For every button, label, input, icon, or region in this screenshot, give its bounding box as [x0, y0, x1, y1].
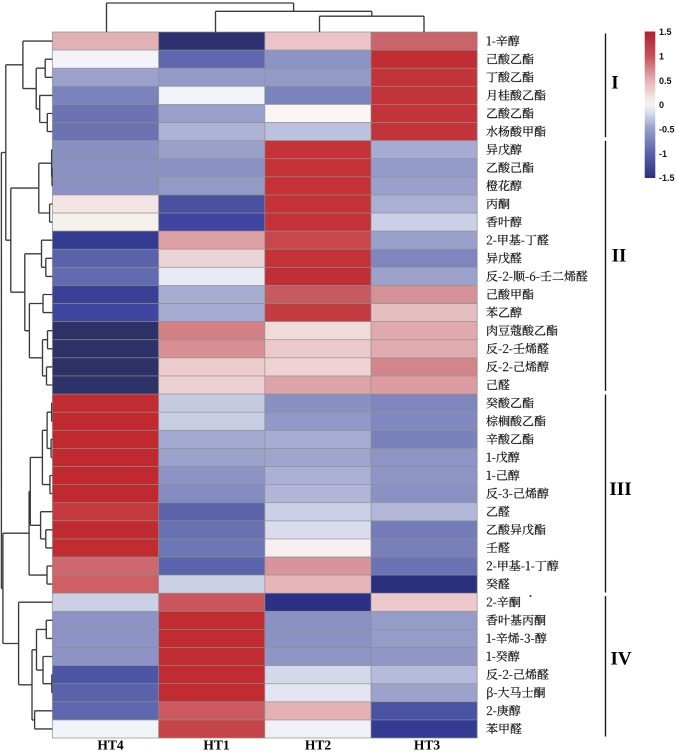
svg-text:III: III [609, 479, 631, 500]
svg-text:HT2: HT2 [305, 738, 332, 753]
svg-text:-1.5: -1.5 [659, 173, 675, 183]
svg-text:0.5: 0.5 [659, 76, 672, 86]
svg-text:HT4: HT4 [97, 738, 124, 753]
svg-text:I: I [611, 73, 618, 94]
svg-text:II: II [612, 246, 627, 267]
svg-text:-1: -1 [659, 149, 667, 159]
svg-text:-0.5: -0.5 [659, 125, 675, 135]
svg-text:1: 1 [659, 51, 664, 61]
svg-text:IV: IV [610, 649, 631, 670]
svg-text:1.5: 1.5 [659, 27, 672, 37]
svg-text:HT3: HT3 [414, 738, 441, 753]
svg-text:HT1: HT1 [203, 738, 230, 753]
svg-text:0: 0 [659, 100, 664, 110]
